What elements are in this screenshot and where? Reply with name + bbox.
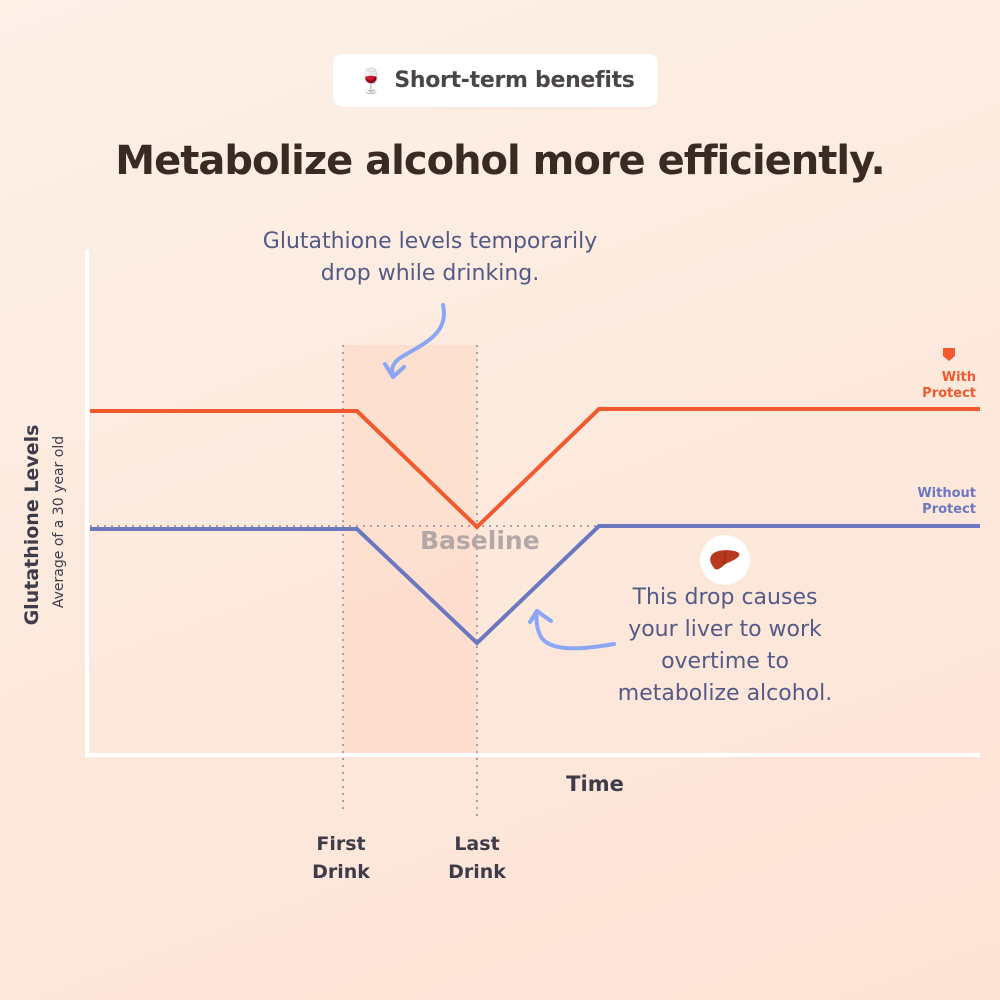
liver-badge xyxy=(700,535,750,585)
protect-logo-icon xyxy=(943,348,955,361)
tick-line: Drink xyxy=(448,861,506,883)
baseline-label: Baseline xyxy=(420,526,540,555)
callout-liver-overtime: This drop causes your liver to work over… xyxy=(590,582,860,710)
tick-line: First xyxy=(316,833,366,855)
legend-line: With xyxy=(941,370,976,385)
section-badge: 🍷 Short-term benefits xyxy=(333,54,658,107)
tick-line: Drink xyxy=(312,861,370,883)
callout-line: your liver to work xyxy=(628,617,822,642)
legend-line: Protect xyxy=(922,502,976,517)
liver-icon xyxy=(710,550,740,570)
x-axis-title: Time xyxy=(566,772,624,796)
tick-last-drink: Last Drink xyxy=(427,830,527,886)
callout-drinking-drop: Glutathione levels temporarily drop whil… xyxy=(220,226,640,290)
series-with-protect xyxy=(90,407,980,530)
legend-line: Without xyxy=(917,486,976,501)
arrow-down-icon xyxy=(383,303,447,379)
drinking-window-shade xyxy=(343,345,477,755)
badge-label: Short-term benefits xyxy=(394,68,635,93)
series-without-protect xyxy=(90,524,980,646)
callout-line: This drop causes xyxy=(632,585,818,610)
legend-line: Protect xyxy=(922,386,976,401)
legend-without-protect: Without Protect xyxy=(917,486,976,518)
callout-line: drop while drinking. xyxy=(320,261,540,286)
legend-with-protect: With Protect xyxy=(922,370,976,402)
y-axis-subtitle: Average of a 30 year old xyxy=(51,435,67,609)
page-title: Metabolize alcohol more efficiently. xyxy=(115,138,885,184)
callout-line: metabolize alcohol. xyxy=(617,681,833,706)
callout-line: overtime to xyxy=(661,649,789,674)
callout-line: Glutathione levels temporarily xyxy=(262,229,598,254)
y-axis-title: Glutathione Levels xyxy=(21,424,43,626)
tick-line: Last xyxy=(454,833,500,855)
arrow-up-icon xyxy=(528,609,616,651)
wine-glass-icon: 🍷 xyxy=(356,66,387,95)
tick-first-drink: First Drink xyxy=(291,830,391,886)
